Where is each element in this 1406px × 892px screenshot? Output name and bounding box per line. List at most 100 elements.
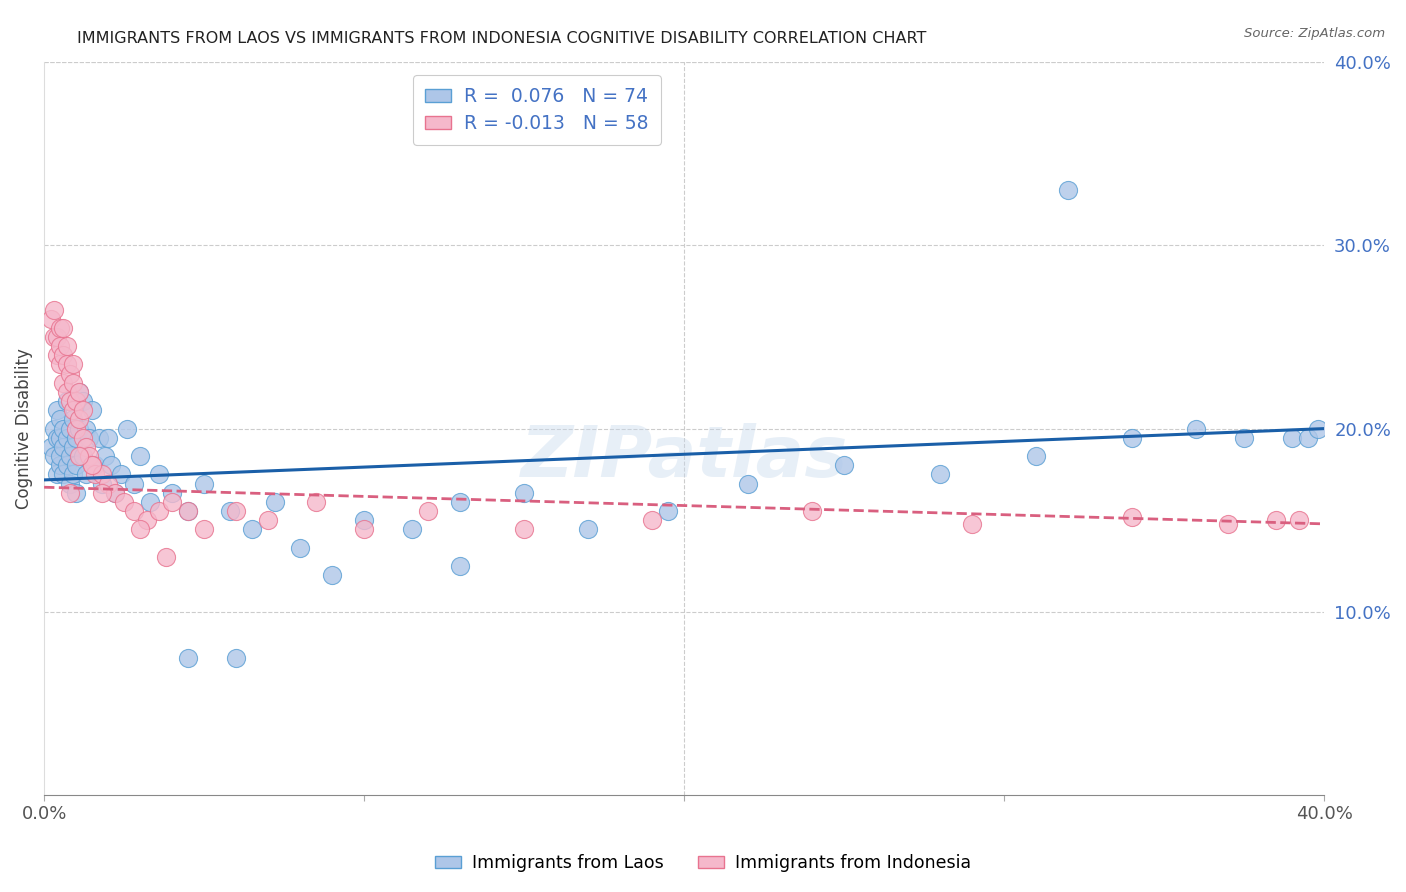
Point xyxy=(82,458,104,473)
Point xyxy=(1025,449,1047,463)
Point xyxy=(65,394,87,409)
Point xyxy=(67,421,90,435)
Point xyxy=(1298,431,1320,445)
Point xyxy=(1185,421,1208,435)
Point xyxy=(59,394,82,409)
Point xyxy=(225,504,247,518)
Point xyxy=(49,412,72,426)
Point xyxy=(257,513,280,527)
Point xyxy=(65,431,87,445)
Y-axis label: Cognitive Disability: Cognitive Disability xyxy=(15,348,32,509)
Point xyxy=(737,476,759,491)
Point xyxy=(82,458,104,473)
Point xyxy=(82,403,104,417)
Point xyxy=(59,421,82,435)
Point xyxy=(55,431,77,445)
Text: ZIPatlas: ZIPatlas xyxy=(520,424,848,492)
Point xyxy=(55,394,77,409)
Point xyxy=(193,476,215,491)
Point xyxy=(177,504,200,518)
Point xyxy=(513,522,536,536)
Point xyxy=(193,522,215,536)
Point xyxy=(42,302,65,317)
Point xyxy=(929,467,952,482)
Point xyxy=(42,330,65,344)
Point xyxy=(59,449,82,463)
Text: Source: ZipAtlas.com: Source: ZipAtlas.com xyxy=(1244,27,1385,40)
Point xyxy=(177,504,200,518)
Point xyxy=(449,559,471,574)
Point xyxy=(353,522,375,536)
Point xyxy=(65,458,87,473)
Point xyxy=(160,495,183,509)
Point xyxy=(45,403,67,417)
Point xyxy=(65,421,87,435)
Point xyxy=(240,522,263,536)
Point xyxy=(62,440,84,454)
Point xyxy=(45,330,67,344)
Point xyxy=(449,495,471,509)
Point xyxy=(576,522,599,536)
Point xyxy=(39,311,62,326)
Point xyxy=(55,458,77,473)
Point xyxy=(801,504,824,518)
Point xyxy=(513,485,536,500)
Point xyxy=(148,467,170,482)
Point xyxy=(103,485,125,500)
Point xyxy=(39,440,62,454)
Point xyxy=(75,440,97,454)
Point xyxy=(160,485,183,500)
Point xyxy=(77,431,100,445)
Point xyxy=(52,421,75,435)
Point xyxy=(55,384,77,399)
Point xyxy=(59,367,82,381)
Point xyxy=(75,467,97,482)
Point xyxy=(49,431,72,445)
Point xyxy=(65,485,87,500)
Point xyxy=(72,449,94,463)
Point xyxy=(84,458,107,473)
Point xyxy=(49,339,72,353)
Point xyxy=(62,467,84,482)
Point xyxy=(67,449,90,463)
Point xyxy=(45,467,67,482)
Point xyxy=(52,348,75,362)
Point xyxy=(55,358,77,372)
Point xyxy=(155,549,177,564)
Point xyxy=(52,321,75,335)
Point xyxy=(59,476,82,491)
Point xyxy=(97,431,120,445)
Point xyxy=(97,476,120,491)
Point xyxy=(55,339,77,353)
Point xyxy=(90,476,112,491)
Point xyxy=(129,449,152,463)
Point xyxy=(59,485,82,500)
Point xyxy=(62,358,84,372)
Point xyxy=(67,412,90,426)
Point xyxy=(1281,431,1303,445)
Point xyxy=(67,384,90,399)
Point xyxy=(1288,513,1310,527)
Point xyxy=(103,485,125,500)
Point xyxy=(52,376,75,390)
Point xyxy=(45,431,67,445)
Point xyxy=(1218,516,1240,531)
Point xyxy=(138,495,160,509)
Point xyxy=(62,376,84,390)
Legend: R =  0.076   N = 74, R = -0.013   N = 58: R = 0.076 N = 74, R = -0.013 N = 58 xyxy=(413,75,661,145)
Point xyxy=(49,321,72,335)
Point xyxy=(75,421,97,435)
Point xyxy=(122,476,145,491)
Point xyxy=(1121,509,1143,524)
Point xyxy=(52,467,75,482)
Point xyxy=(1233,431,1256,445)
Point xyxy=(100,458,122,473)
Point xyxy=(45,348,67,362)
Point xyxy=(657,504,679,518)
Point xyxy=(62,403,84,417)
Point xyxy=(87,431,110,445)
Point xyxy=(832,458,855,473)
Point xyxy=(94,449,117,463)
Point xyxy=(225,650,247,665)
Point xyxy=(72,431,94,445)
